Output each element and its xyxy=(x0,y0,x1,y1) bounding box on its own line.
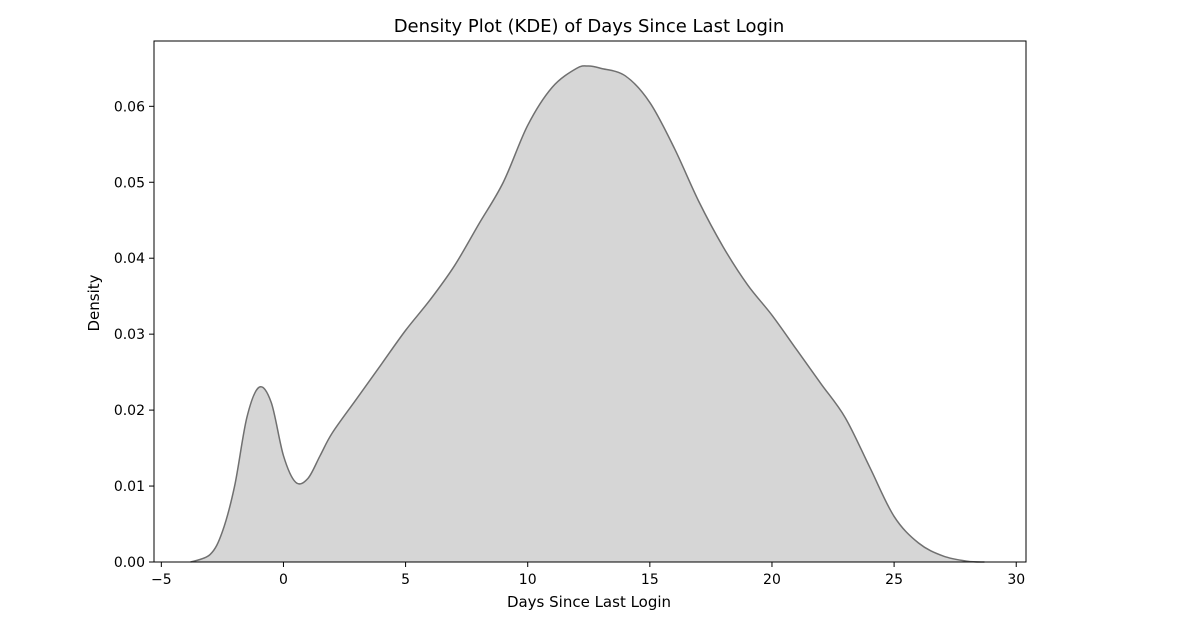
density-area xyxy=(190,65,985,563)
x-tick-label: 30 xyxy=(1007,572,1025,588)
y-tick-label: 0.01 xyxy=(114,479,145,495)
y-tick-label: 0.04 xyxy=(114,251,145,267)
x-tick-label: 15 xyxy=(641,572,659,588)
y-axis-label: Density xyxy=(85,274,103,331)
x-tick-label: 5 xyxy=(401,572,410,588)
density-line xyxy=(190,65,985,563)
x-tick-label: −5 xyxy=(151,572,172,588)
y-tick-label: 0.02 xyxy=(114,403,145,419)
x-tick-label: 25 xyxy=(885,572,903,588)
y-axis: 0.00 0.01 0.02 0.03 0.04 0.05 0.06 xyxy=(114,99,154,571)
y-tick-label: 0.00 xyxy=(114,555,145,571)
x-tick-label: 20 xyxy=(763,572,781,588)
chart-title: Density Plot (KDE) of Days Since Last Lo… xyxy=(394,16,785,37)
plot-area xyxy=(190,65,985,563)
y-tick-label: 0.03 xyxy=(114,327,145,343)
x-tick-label: 10 xyxy=(519,572,537,588)
axes-frame xyxy=(153,40,1027,563)
x-axis-label: Days Since Last Login xyxy=(507,593,671,611)
y-tick-label: 0.06 xyxy=(114,99,145,115)
x-tick-label: 0 xyxy=(279,572,288,588)
x-axis: −5 0 5 10 15 20 25 30 xyxy=(151,562,1025,588)
y-tick-label: 0.05 xyxy=(114,175,145,191)
